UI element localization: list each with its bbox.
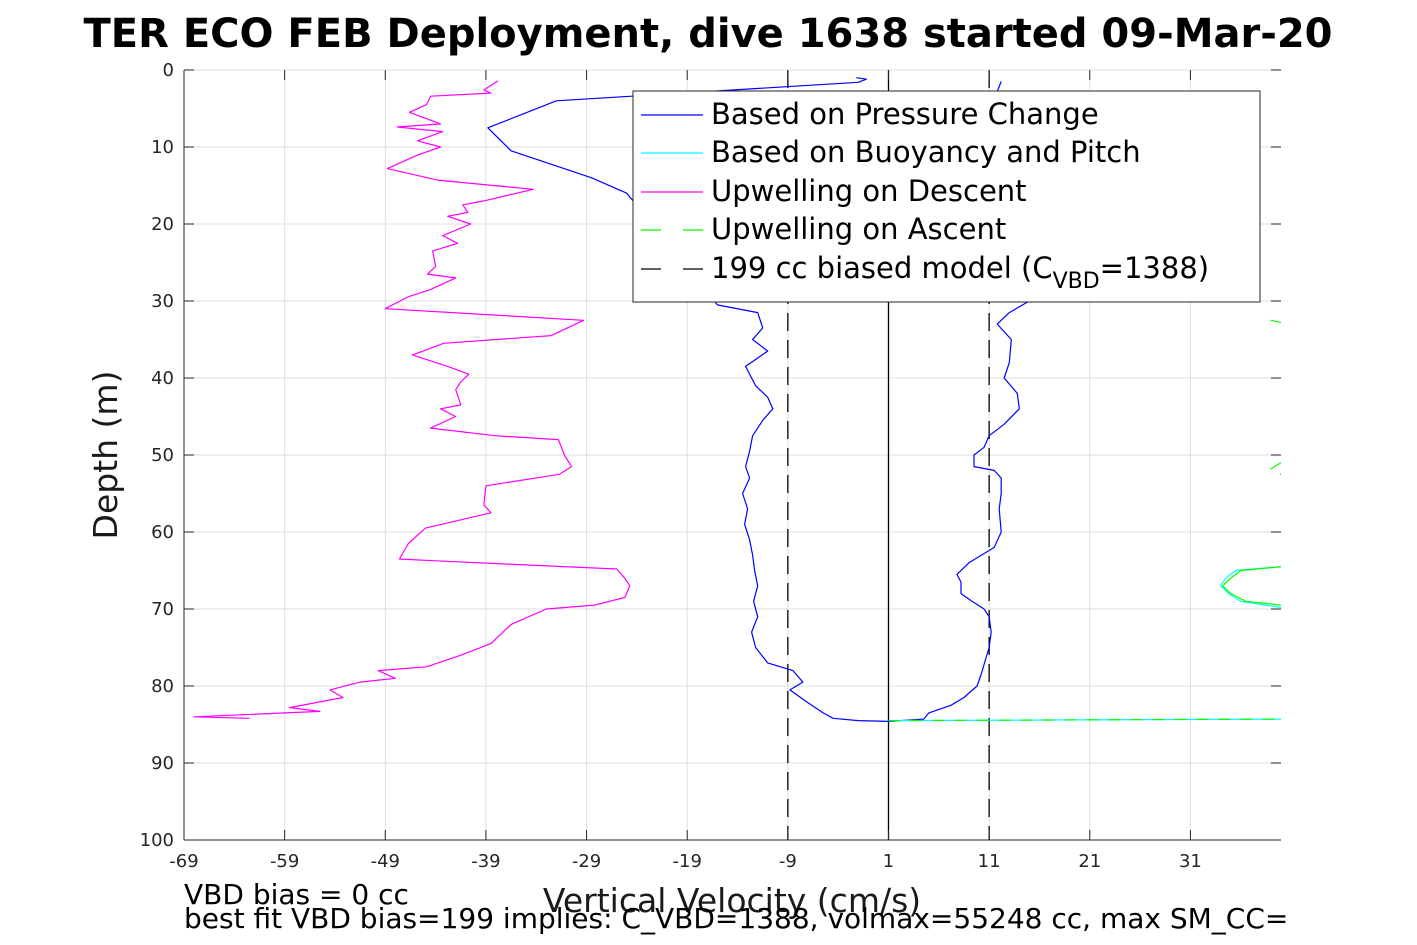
legend-label: 199 cc biased model (CVBD=1388): [711, 251, 1209, 294]
x-tick-label: 1: [883, 851, 894, 872]
y-tick-label: 30: [151, 291, 174, 312]
x-tick-label: 11: [978, 851, 1001, 872]
legend-label: Based on Buoyancy and Pitch: [711, 135, 1141, 169]
y-tick-label: 100: [140, 830, 174, 851]
y-tick-label: 20: [151, 214, 174, 235]
x-tick-label: 21: [1078, 851, 1101, 872]
y-axis-label: Depth (m): [86, 371, 125, 540]
chart-title: TER ECO FEB Deployment, dive 1638 starte…: [83, 11, 1332, 57]
series-upwelling-on-descent: [193, 80, 631, 719]
series-lines: [193, 77, 1281, 723]
best-fit-annotation: best fit VBD bias=199 implies: C_VBD=138…: [184, 902, 1288, 935]
legend-label: Upwelling on Ascent: [711, 212, 1006, 246]
series-based-on-buoyancy-and-pitch: [888, 718, 1281, 722]
x-axis-label: Vertical Velocity (cm/s): [543, 881, 921, 920]
y-tick-label: 60: [151, 522, 174, 543]
axes: -69 -59 -49 -39 -29 -19 -9 1 11 21 310102030405060…: [140, 60, 1281, 872]
y-tick-label: 0: [163, 60, 174, 81]
x-tick-label: -49: [371, 851, 400, 872]
series-based-on-buoyancy-and-pitch: [1219, 566, 1281, 609]
y-tick-label: 80: [151, 676, 174, 697]
x-tick-label: 31: [1179, 851, 1202, 872]
series-upwelling-on-ascent: [1270, 319, 1281, 324]
series-upwelling-on-ascent: [1221, 566, 1281, 606]
series-based-on-pressure-change: [487, 77, 1030, 723]
x-tick-label: -39: [471, 851, 500, 872]
x-tick-label: -29: [572, 851, 601, 872]
x-tick-label: -59: [270, 851, 299, 872]
vbd-bias-annotation: VBD bias = 0 cc: [184, 878, 409, 911]
series-based-on-pressure-change: [996, 81, 1002, 92]
y-tick-label: 90: [151, 753, 174, 774]
legend-box: [632, 90, 1261, 303]
y-tick-label: 10: [151, 137, 174, 158]
y-tick-label: 40: [151, 368, 174, 389]
legend-label: Upwelling on Descent: [711, 174, 1027, 208]
legend-label: Based on Pressure Change: [711, 97, 1099, 131]
series-upwelling-on-ascent: [1270, 462, 1281, 475]
legend: Based on Pressure Change Based on Buoyanc…: [632, 90, 1261, 303]
x-tick-label: -9: [779, 851, 797, 872]
x-tick-label: -69: [169, 851, 198, 872]
y-tick-label: 50: [151, 445, 174, 466]
y-tick-label: 70: [151, 599, 174, 620]
x-tick-label: -19: [673, 851, 702, 872]
